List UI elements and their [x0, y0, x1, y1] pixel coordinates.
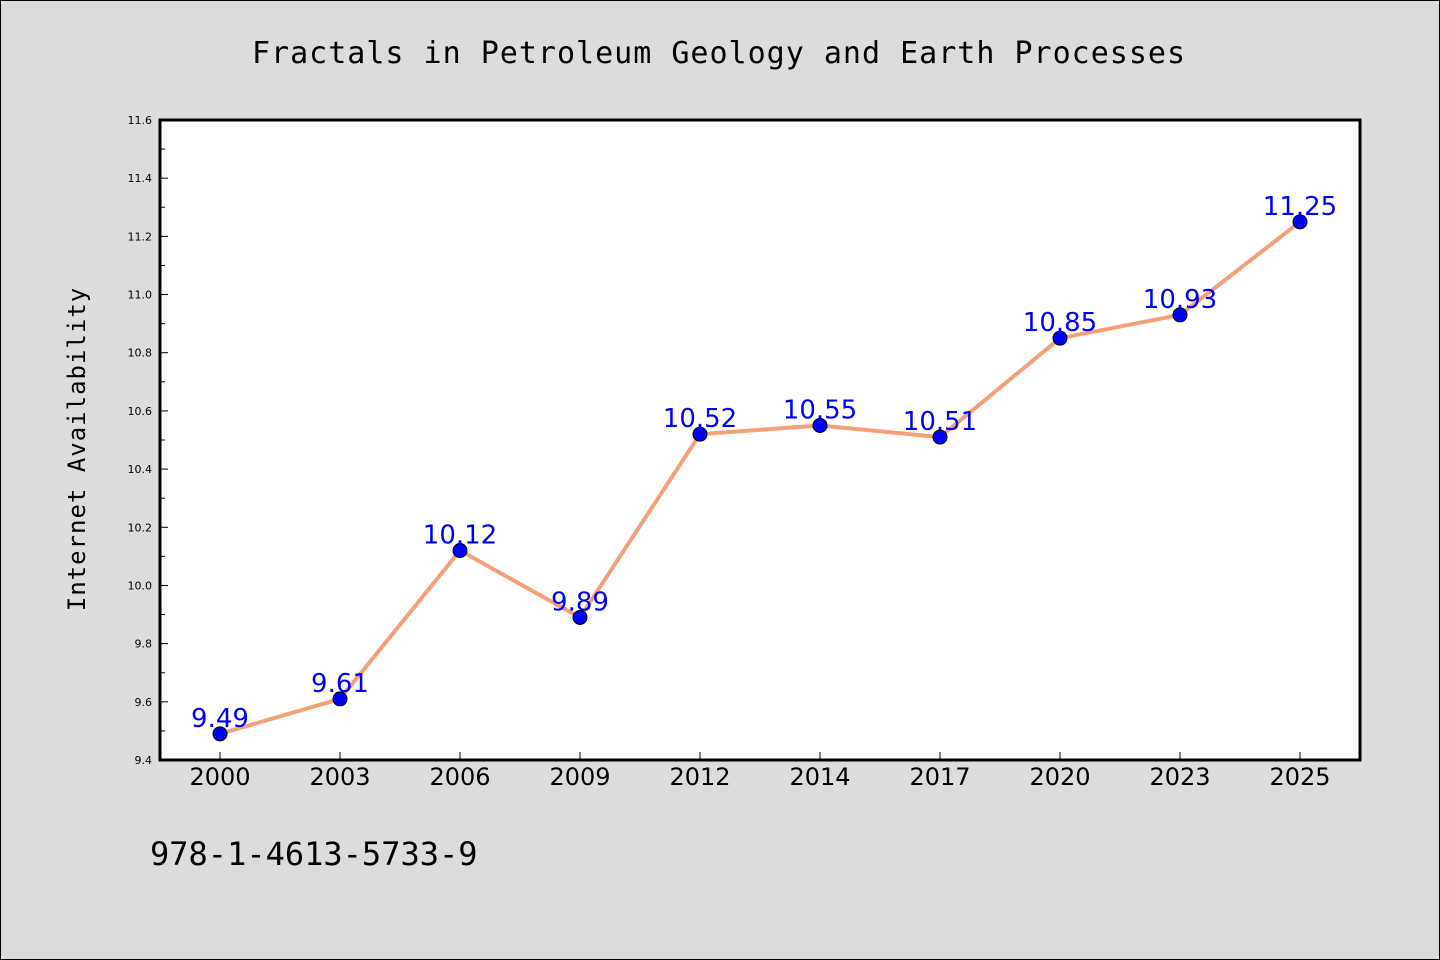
- data-label: 9.89: [551, 587, 609, 617]
- data-label: 10.55: [783, 395, 857, 425]
- y-tick-label: 11.0: [128, 289, 153, 302]
- data-labels-group: 9.49 9.61 10.12 9.89 10.52 10.55 10.51 10.85 10.…: [191, 192, 1337, 734]
- data-label: 10.51: [903, 407, 977, 437]
- data-label: 10.93: [1143, 285, 1217, 315]
- x-tick-label: 2023: [1149, 763, 1210, 791]
- y-tick-label: 9.4: [135, 754, 153, 767]
- y-tick-label: 11.2: [128, 230, 153, 243]
- y-tick-label: 11.4: [128, 172, 153, 185]
- y-tick-label: 10.4: [128, 463, 153, 476]
- data-point: [1172, 307, 1188, 323]
- data-point: [1292, 214, 1308, 230]
- x-tick-label: 2012: [669, 763, 730, 791]
- y-tick-label: 10.2: [128, 521, 153, 534]
- x-tick-label: 2003: [309, 763, 370, 791]
- x-tick-label: 2006: [429, 763, 490, 791]
- data-label: 9.61: [311, 669, 369, 699]
- y-tick-label: 10.0: [128, 579, 153, 592]
- x-tick-label: 2020: [1029, 763, 1090, 791]
- y-axis-label: Internet Availability: [63, 287, 91, 611]
- data-label: 9.49: [191, 704, 249, 734]
- x-tick-label: 2014: [789, 763, 850, 791]
- data-label: 10.12: [423, 521, 497, 551]
- data-label: 11.25: [1263, 192, 1337, 222]
- data-label: 10.52: [663, 404, 737, 434]
- plot-border: [158, 118, 1362, 762]
- y-tick-label: 9.8: [135, 638, 153, 651]
- data-point: [452, 543, 468, 559]
- data-point: [1052, 330, 1068, 346]
- y-tick-label: 9.6: [135, 696, 153, 709]
- x-tick-label: 2025: [1269, 763, 1330, 791]
- x-tick-label: 2009: [549, 763, 610, 791]
- plot-area: [160, 120, 1360, 760]
- series-line: [218, 219, 1302, 736]
- data-point: [812, 417, 828, 433]
- data-label: 10.85: [1023, 308, 1097, 338]
- data-point: [572, 609, 588, 625]
- data-point: [932, 429, 948, 445]
- y-tick-label: 10.8: [128, 347, 153, 360]
- x-tick-label: 2000: [189, 763, 250, 791]
- x-tick-label: 2017: [909, 763, 970, 791]
- data-point: [332, 691, 348, 707]
- y-tick-label: 11.6: [128, 114, 153, 127]
- y-tick-label: 10.6: [128, 405, 153, 418]
- data-point: [212, 726, 228, 742]
- data-point: [692, 426, 708, 442]
- isbn-footer: 978-1-4613-5733-9: [150, 835, 478, 873]
- series-group: [212, 214, 1308, 742]
- chart-title: Fractals in Petroleum Geology and Earth …: [252, 36, 1186, 71]
- x-axis-ticks: 2000 2003 2006 2009 2012 2014 2017 2020 2023 2025: [189, 752, 1331, 791]
